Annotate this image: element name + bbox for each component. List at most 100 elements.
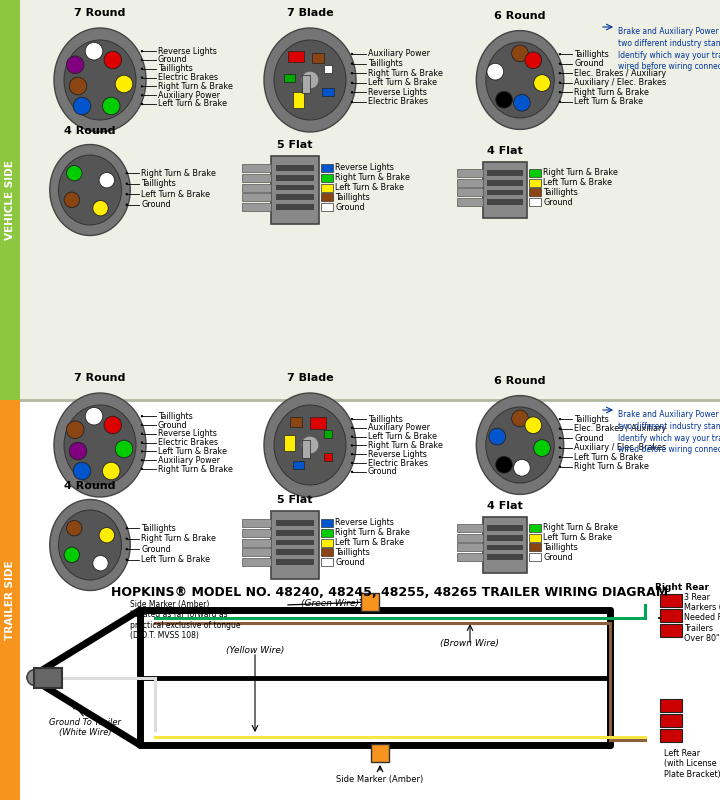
Bar: [487, 534, 523, 541]
Text: Ground: Ground: [575, 59, 604, 68]
Circle shape: [125, 558, 128, 561]
Circle shape: [559, 62, 561, 65]
Circle shape: [104, 51, 122, 69]
Bar: [660, 714, 682, 727]
Text: Right Turn & Brake: Right Turn & Brake: [335, 528, 410, 537]
Circle shape: [559, 101, 561, 103]
Circle shape: [351, 53, 354, 55]
Bar: [456, 178, 483, 186]
Text: VEHICLE SIDE: VEHICLE SIDE: [5, 160, 15, 240]
Text: Reverse Lights: Reverse Lights: [368, 88, 427, 97]
Circle shape: [141, 424, 143, 426]
Text: Ground: Ground: [575, 434, 604, 442]
Text: Electric Brakes: Electric Brakes: [368, 98, 428, 106]
Circle shape: [64, 192, 79, 207]
Bar: [321, 529, 333, 537]
Circle shape: [99, 173, 114, 188]
Bar: [483, 162, 527, 218]
Text: Taillights: Taillights: [575, 414, 609, 424]
Text: Auxiliary Power: Auxiliary Power: [368, 423, 430, 432]
Text: Auxiliary Power: Auxiliary Power: [368, 50, 430, 58]
Bar: [323, 88, 333, 96]
Circle shape: [125, 193, 128, 195]
Text: Taillights: Taillights: [575, 50, 609, 58]
Bar: [529, 169, 541, 177]
Text: Taillights: Taillights: [368, 59, 402, 68]
Bar: [456, 534, 483, 542]
Bar: [529, 189, 541, 197]
Bar: [529, 554, 541, 562]
Circle shape: [351, 72, 354, 74]
Ellipse shape: [58, 510, 122, 580]
Bar: [242, 518, 271, 526]
Text: Left Turn & Brake: Left Turn & Brake: [141, 190, 210, 198]
Bar: [321, 203, 333, 211]
Bar: [276, 520, 314, 526]
Circle shape: [141, 442, 143, 444]
Circle shape: [489, 428, 505, 445]
Bar: [321, 538, 333, 546]
Circle shape: [66, 521, 82, 536]
Circle shape: [93, 201, 108, 216]
Circle shape: [351, 470, 354, 473]
Text: Side Marker (Amber): Side Marker (Amber): [336, 775, 423, 784]
Circle shape: [125, 172, 128, 174]
Circle shape: [125, 527, 128, 530]
Bar: [0, 0, 720, 400]
Bar: [660, 624, 682, 637]
Text: Right Turn & Brake: Right Turn & Brake: [141, 534, 216, 543]
Circle shape: [85, 407, 103, 425]
Circle shape: [559, 437, 561, 439]
Text: Left Turn & Brake: Left Turn & Brake: [335, 538, 404, 547]
Text: Left Turn & Brake: Left Turn & Brake: [543, 178, 612, 187]
Circle shape: [559, 466, 561, 468]
Circle shape: [99, 527, 114, 543]
Text: (Yellow Wire): (Yellow Wire): [226, 646, 284, 655]
Circle shape: [351, 453, 354, 455]
Text: Taillights: Taillights: [141, 524, 176, 533]
Text: 4 Round: 4 Round: [64, 481, 116, 490]
Text: Taillights: Taillights: [368, 414, 402, 423]
Bar: [321, 518, 333, 526]
Bar: [529, 523, 541, 531]
Text: (Green Wire): (Green Wire): [301, 599, 359, 608]
Circle shape: [512, 45, 528, 62]
Circle shape: [351, 435, 354, 438]
Bar: [323, 430, 333, 438]
Bar: [456, 554, 483, 562]
Bar: [284, 435, 294, 450]
Text: Reverse Lights: Reverse Lights: [335, 518, 394, 527]
Bar: [276, 174, 314, 181]
Circle shape: [141, 450, 143, 453]
Bar: [529, 178, 541, 186]
Circle shape: [102, 98, 120, 114]
Text: Reverse Lights: Reverse Lights: [158, 430, 217, 438]
Circle shape: [115, 75, 132, 93]
Text: TRAILER SIDE: TRAILER SIDE: [5, 560, 15, 640]
Bar: [487, 545, 523, 550]
Text: Right Turn & Brake: Right Turn & Brake: [368, 69, 443, 78]
Circle shape: [534, 74, 550, 91]
Text: 4 Round: 4 Round: [64, 126, 116, 136]
Ellipse shape: [54, 393, 146, 497]
Circle shape: [525, 52, 541, 69]
Text: Right Rear: Right Rear: [655, 583, 709, 593]
Text: Ground: Ground: [141, 200, 171, 210]
Ellipse shape: [274, 40, 346, 120]
Bar: [242, 529, 271, 537]
Bar: [321, 194, 333, 202]
Ellipse shape: [486, 42, 554, 118]
Bar: [0, 0, 20, 400]
Text: Ground: Ground: [141, 545, 171, 554]
Bar: [276, 550, 314, 555]
Circle shape: [69, 442, 87, 460]
Bar: [271, 156, 319, 224]
Text: Left Turn & Brake: Left Turn & Brake: [335, 183, 404, 192]
Circle shape: [125, 203, 128, 206]
Circle shape: [66, 166, 82, 181]
Circle shape: [512, 410, 528, 426]
Bar: [302, 75, 310, 93]
Text: Electric Brakes: Electric Brakes: [158, 438, 218, 447]
Bar: [660, 699, 682, 712]
Circle shape: [559, 72, 561, 74]
